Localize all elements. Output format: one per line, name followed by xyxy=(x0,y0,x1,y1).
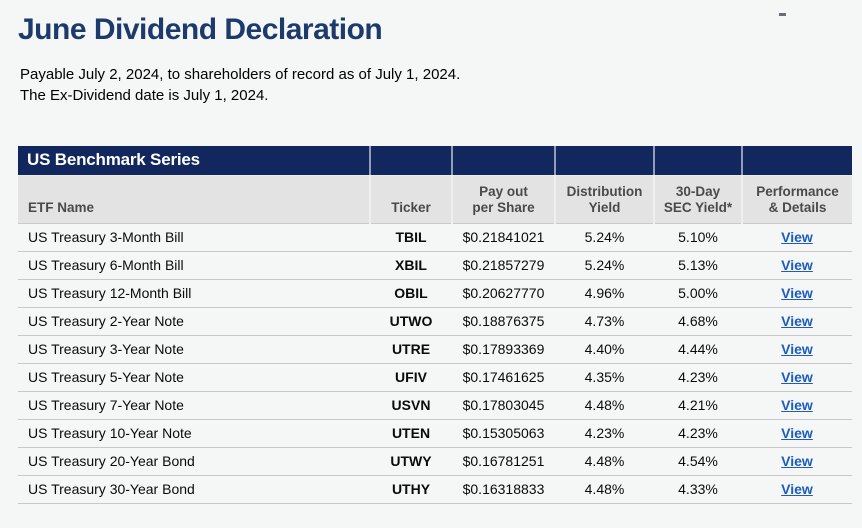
payout-per-share: $0.20627770 xyxy=(452,279,555,308)
ticker: USVN xyxy=(370,391,452,420)
col-header-payout: Pay out per Share xyxy=(451,175,555,224)
etf-name: US Treasury 7-Year Note xyxy=(18,391,370,420)
table-row: US Treasury 12-Month Bill OBIL $0.206277… xyxy=(18,279,852,308)
ticker: OBIL xyxy=(370,279,452,308)
view-link[interactable]: View xyxy=(781,313,813,329)
sec-yield: 5.13% xyxy=(654,251,742,280)
ticker: UTEN xyxy=(370,419,452,448)
sec-yield: 4.23% xyxy=(654,363,742,392)
top-edge-artifact xyxy=(779,13,786,16)
sec-yield: 5.10% xyxy=(654,223,742,252)
view-link[interactable]: View xyxy=(781,229,813,245)
sec-yield: 4.23% xyxy=(654,419,742,448)
view-link[interactable]: View xyxy=(781,425,813,441)
distribution-yield: 4.96% xyxy=(555,279,654,308)
view-link[interactable]: View xyxy=(781,453,813,469)
sec-yield: 5.00% xyxy=(654,279,742,308)
table-row: US Treasury 10-Year Note UTEN $0.1530506… xyxy=(18,419,852,448)
section-header-spacer xyxy=(451,146,555,176)
view-link[interactable]: View xyxy=(781,341,813,357)
distribution-yield: 4.48% xyxy=(555,391,654,420)
sec-yield: 4.33% xyxy=(654,475,742,504)
col-header-sec-yield: 30-Day SEC Yield* xyxy=(653,175,742,224)
benchmark-series-table: US Benchmark Series ETF Name Ticker Pay … xyxy=(18,146,852,504)
ticker: UTWO xyxy=(370,307,452,336)
etf-name: US Treasury 3-Year Note xyxy=(18,335,370,364)
distribution-yield: 4.23% xyxy=(555,419,654,448)
col-header-etf-name: ETF Name xyxy=(18,175,370,224)
payout-per-share: $0.16318833 xyxy=(452,475,555,504)
section-title: US Benchmark Series xyxy=(18,146,370,176)
ticker: UTRE xyxy=(370,335,452,364)
section-header-spacer xyxy=(554,146,654,176)
section-header-spacer xyxy=(741,146,852,176)
view-link[interactable]: View xyxy=(781,285,813,301)
distribution-yield: 4.40% xyxy=(555,335,654,364)
etf-name: US Treasury 10-Year Note xyxy=(18,419,370,448)
payout-per-share: $0.17461625 xyxy=(452,363,555,392)
table-row: US Treasury 7-Year Note USVN $0.17803045… xyxy=(18,391,852,420)
payout-per-share: $0.15305063 xyxy=(452,419,555,448)
etf-name: US Treasury 20-Year Bond xyxy=(18,447,370,476)
ticker: UFIV xyxy=(370,363,452,392)
etf-name: US Treasury 12-Month Bill xyxy=(18,279,370,308)
distribution-yield: 4.35% xyxy=(555,363,654,392)
section-header-spacer xyxy=(369,146,452,176)
etf-name: US Treasury 6-Month Bill xyxy=(18,251,370,280)
table-row: US Treasury 30-Year Bond UTHY $0.1631883… xyxy=(18,475,852,504)
view-link[interactable]: View xyxy=(781,257,813,273)
table-row: US Treasury 5-Year Note UFIV $0.17461625… xyxy=(18,363,852,392)
sec-yield: 4.21% xyxy=(654,391,742,420)
payout-per-share: $0.16781251 xyxy=(452,447,555,476)
distribution-yield: 4.48% xyxy=(555,475,654,504)
payable-date-text: Payable July 2, 2024, to shareholders of… xyxy=(20,64,862,106)
etf-name: US Treasury 3-Month Bill xyxy=(18,223,370,252)
section-header-spacer xyxy=(653,146,742,176)
etf-name: US Treasury 2-Year Note xyxy=(18,307,370,336)
sec-yield: 4.54% xyxy=(654,447,742,476)
view-link[interactable]: View xyxy=(781,397,813,413)
payout-per-share: $0.17893369 xyxy=(452,335,555,364)
ticker: XBIL xyxy=(370,251,452,280)
ex-dividend-line: The Ex-Dividend date is July 1, 2024. xyxy=(20,87,269,104)
column-header-row: ETF Name Ticker Pay out per Share Distri… xyxy=(18,175,852,224)
page-title: June Dividend Declaration xyxy=(18,13,383,46)
payout-per-share: $0.18876375 xyxy=(452,307,555,336)
section-header-row: US Benchmark Series xyxy=(18,146,852,176)
distribution-yield: 4.73% xyxy=(555,307,654,336)
etf-name: US Treasury 5-Year Note xyxy=(18,363,370,392)
col-header-performance: Performance & Details xyxy=(741,175,852,224)
ticker: TBIL xyxy=(370,223,452,252)
view-link[interactable]: View xyxy=(781,481,813,497)
payable-line: Payable July 2, 2024, to shareholders of… xyxy=(20,66,461,83)
sec-yield: 4.44% xyxy=(654,335,742,364)
col-header-ticker: Ticker xyxy=(369,175,452,224)
table-row: US Treasury 3-Year Note UTRE $0.17893369… xyxy=(18,335,852,364)
sec-yield: 4.68% xyxy=(654,307,742,336)
ticker: UTHY xyxy=(370,475,452,504)
etf-name: US Treasury 30-Year Bond xyxy=(18,475,370,504)
distribution-yield: 5.24% xyxy=(555,251,654,280)
ticker: UTWY xyxy=(370,447,452,476)
distribution-yield: 4.48% xyxy=(555,447,654,476)
payout-per-share: $0.21857279 xyxy=(452,251,555,280)
table-row: US Treasury 20-Year Bond UTWY $0.1678125… xyxy=(18,447,852,476)
payout-per-share: $0.21841021 xyxy=(452,223,555,252)
distribution-yield: 5.24% xyxy=(555,223,654,252)
col-header-distribution-yield: Distribution Yield xyxy=(554,175,654,224)
view-link[interactable]: View xyxy=(781,369,813,385)
payout-per-share: $0.17803045 xyxy=(452,391,555,420)
table-row: US Treasury 3-Month Bill TBIL $0.2184102… xyxy=(18,223,852,252)
table-row: US Treasury 6-Month Bill XBIL $0.2185727… xyxy=(18,251,852,280)
table-row: US Treasury 2-Year Note UTWO $0.18876375… xyxy=(18,307,852,336)
